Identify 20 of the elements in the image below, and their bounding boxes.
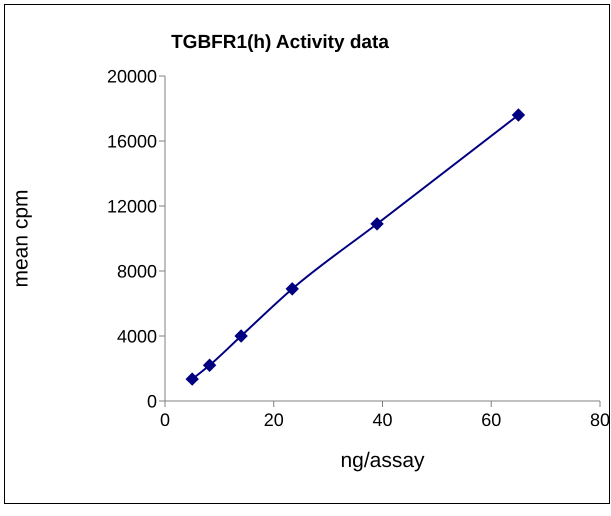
y-tick-label: 16000	[106, 131, 157, 152]
x-tick-label: 40	[372, 410, 393, 430]
y-tick-label: 20000	[106, 66, 157, 86]
y-tick-label: 8000	[116, 261, 157, 282]
y-axis-title: mean cpm	[9, 189, 32, 288]
point	[370, 217, 384, 230]
x-tick-label: 80	[590, 410, 610, 430]
point	[234, 330, 248, 342]
x-tick-label: 0	[160, 410, 170, 430]
x-tick-label: 60	[481, 410, 502, 430]
point	[512, 108, 525, 122]
point	[186, 372, 199, 386]
y-tick-label: 4000	[116, 326, 157, 346]
x-tick-label: 20	[264, 410, 284, 430]
y-tick-label: 0	[146, 391, 157, 412]
chart-title: TGBFR1(h) Activity data	[170, 32, 390, 54]
x-axis-title: ng/assay	[340, 449, 426, 472]
point	[286, 282, 299, 296]
y-tick-label: 12000	[106, 196, 157, 216]
point	[203, 358, 216, 372]
